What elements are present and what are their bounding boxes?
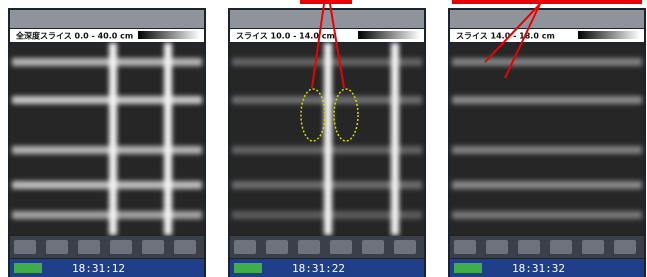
rebar-band bbox=[12, 181, 202, 189]
rebar-band bbox=[12, 146, 202, 154]
tool-button bbox=[78, 240, 100, 254]
slice-label: 全深度スライス 0.0 - 40.0 cm bbox=[15, 31, 133, 41]
tool-button bbox=[518, 240, 540, 254]
rebar-band bbox=[12, 96, 202, 104]
battery bbox=[234, 263, 262, 273]
top-bar bbox=[450, 10, 644, 28]
tool-button bbox=[330, 240, 352, 254]
page: 全深度スライス 0.0 - 40.0 cm 18:31:12 スライス 10.0 -… bbox=[0, 0, 647, 277]
rebar-band bbox=[452, 211, 642, 219]
tool-button bbox=[454, 240, 476, 254]
rebar-line bbox=[164, 43, 172, 235]
callout-box bbox=[300, 0, 352, 4]
rebar-band bbox=[452, 181, 642, 189]
clock: 18:31:32 bbox=[512, 262, 565, 275]
tool-button bbox=[486, 240, 508, 254]
tool-button bbox=[582, 240, 604, 254]
clock: 18:31:12 bbox=[72, 262, 125, 275]
color-ramp bbox=[358, 31, 420, 39]
rebar-band bbox=[452, 58, 642, 66]
tool-button bbox=[174, 240, 196, 254]
tool-button bbox=[298, 240, 320, 254]
rebar-band bbox=[452, 96, 642, 104]
tool-button bbox=[614, 240, 636, 254]
tool-button bbox=[14, 240, 36, 254]
tool-button bbox=[362, 240, 384, 254]
rebar-line bbox=[391, 43, 399, 235]
clock: 18:31:22 bbox=[292, 262, 345, 275]
screenshot: 全深度スライス 0.0 - 40.0 cm 18:31:12 スライス 10.0 -… bbox=[0, 0, 647, 277]
rebar-band bbox=[12, 58, 202, 66]
color-ramp bbox=[578, 31, 640, 39]
tool-button bbox=[266, 240, 288, 254]
rebar-line bbox=[324, 43, 332, 235]
top-bar bbox=[230, 10, 424, 28]
color-ramp bbox=[138, 31, 200, 39]
rebar-band bbox=[12, 211, 202, 219]
rebar-band bbox=[452, 146, 642, 154]
callout-box bbox=[452, 0, 642, 4]
rebar-line bbox=[109, 43, 117, 235]
device-screen: 全深度スライス 0.0 - 40.0 cm 18:31:12 bbox=[8, 8, 206, 277]
battery bbox=[14, 263, 42, 273]
top-bar bbox=[10, 10, 204, 28]
tool-button bbox=[142, 240, 164, 254]
tool-button bbox=[46, 240, 68, 254]
radar-image bbox=[10, 43, 204, 235]
tool-button bbox=[550, 240, 572, 254]
tool-button bbox=[394, 240, 416, 254]
tool-button bbox=[234, 240, 256, 254]
battery bbox=[454, 263, 482, 273]
tool-button bbox=[110, 240, 132, 254]
radar-image bbox=[450, 43, 644, 235]
